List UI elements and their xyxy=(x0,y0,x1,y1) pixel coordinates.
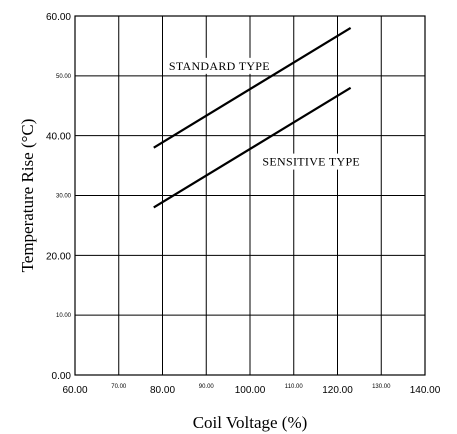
y-tick-label: 30.00 xyxy=(56,194,72,200)
x-tick-label: 70.00 xyxy=(111,384,127,390)
y-tick-label: 20.00 xyxy=(46,251,71,262)
y-tick-label: 10.00 xyxy=(56,313,72,319)
tick-labels: 60.00 70.00 80.00 90.00 100.00 110.00 120.00 13… xyxy=(46,12,441,396)
x-tick-label: 90.00 xyxy=(199,384,215,390)
y-axis-title: Temperature Rise (°C) xyxy=(18,119,37,273)
x-tick-label: 140.00 xyxy=(410,385,441,396)
grid-lines xyxy=(75,16,425,375)
y-tick-label: 60.00 xyxy=(46,12,71,23)
x-tick-label: 130.00 xyxy=(372,384,391,390)
series-label-background xyxy=(260,153,363,170)
x-axis-title: Coil Voltage (%) xyxy=(193,413,308,432)
x-tick-label: 120.00 xyxy=(322,385,353,396)
series-label-2: SENSITIVE TYPE xyxy=(262,155,360,169)
series-line-1 xyxy=(153,27,352,149)
series-lines: STANDARD TYPE SENSITIVE TYPE xyxy=(153,27,363,209)
y-tick-label: 50.00 xyxy=(56,74,72,80)
series-label-1: STANDARD TYPE xyxy=(169,59,270,73)
series-label-background xyxy=(166,57,272,74)
x-tick-label: 110.00 xyxy=(285,384,304,390)
x-tick-label: 60.00 xyxy=(62,385,87,396)
y-tick-label: 40.00 xyxy=(46,132,71,143)
plot-frame xyxy=(74,15,426,376)
series-line-2 xyxy=(153,86,352,209)
x-tick-label: 100.00 xyxy=(235,385,266,396)
x-tick-label: 80.00 xyxy=(150,385,175,396)
y-tick-label: 0.00 xyxy=(52,371,72,382)
